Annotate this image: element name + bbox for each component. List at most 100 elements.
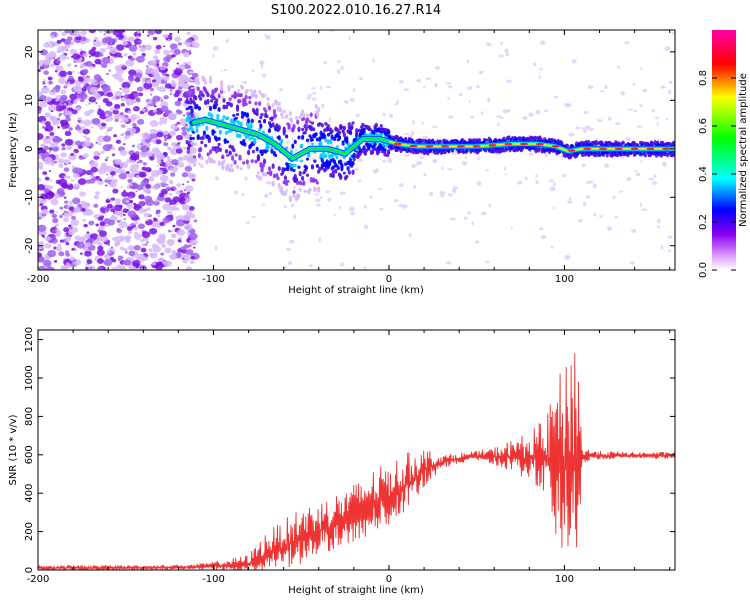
spectrogram-faint-blob xyxy=(398,204,403,208)
spectrogram-noise-blob xyxy=(72,206,81,214)
spectrogram-faint-blob xyxy=(220,69,223,72)
spectrogram-faint-blob xyxy=(325,85,332,89)
spectrogram-ridge-blob xyxy=(347,122,351,126)
spectrogram-ridge-blob xyxy=(339,174,343,179)
spectrogram-noise-blob xyxy=(88,30,96,34)
spectrogram-ridge-blob xyxy=(234,92,238,98)
spectrogram-noise-blob xyxy=(71,109,78,115)
spectrogram-faint-blob xyxy=(480,211,487,216)
spectrogram-ridge-blob xyxy=(255,111,259,117)
spectrogram-faint-blob xyxy=(244,176,248,182)
spectrogram-faint-blob xyxy=(325,190,331,194)
spectrogram-faint-blob xyxy=(336,69,341,74)
spectrogram-peak-spot xyxy=(583,147,592,151)
spectrogram-ridge-blob xyxy=(185,107,189,111)
spectrogram-noise-blob xyxy=(148,252,155,258)
spectrogram-ridge-blob xyxy=(208,105,213,112)
spectrogram-noise-blob xyxy=(53,160,58,164)
spectrogram-noise-blob xyxy=(177,156,184,162)
spectrogram-ridge-blob xyxy=(291,163,295,169)
spectrogram-faint-blob xyxy=(599,215,604,218)
spectrogram-faint-blob xyxy=(411,163,417,168)
spectrogram-ridge-blob xyxy=(350,126,354,130)
spectrogram-noise-blob xyxy=(51,213,58,219)
spectrogram-noise-blob xyxy=(74,64,77,67)
spectrogram-ridge-blob xyxy=(221,118,225,123)
spectrogram-faint-blob xyxy=(640,67,643,70)
spectrogram-noise-blob xyxy=(42,171,48,176)
spectrogram-ridge-blob xyxy=(316,106,321,113)
spectrogram-ridge-blob xyxy=(341,142,345,146)
spectrogram-faint-blob xyxy=(393,198,399,203)
spectrogram-noise-blob xyxy=(120,55,123,58)
spectrogram-noise-blob xyxy=(149,227,158,235)
spectrogram-faint-blob xyxy=(421,121,425,125)
spectrogram-noise-blob xyxy=(155,139,162,145)
spectrogram-ridge-blob xyxy=(249,88,253,93)
spectrogram-faint-blob xyxy=(470,115,474,119)
spectrogram-noise-blob xyxy=(118,159,122,163)
spectrogram-faint-blob xyxy=(554,95,559,99)
spectrogram-ytick-label: 10 xyxy=(24,94,35,107)
spectrogram-noise-blob xyxy=(48,51,57,58)
spectrogram-ridge-blob xyxy=(459,148,463,154)
spectrogram-noise-blob xyxy=(43,79,47,82)
spectrogram-ridge-blob xyxy=(189,99,193,105)
spectrogram-noise-blob xyxy=(89,161,99,169)
spectrogram-noise-blob xyxy=(105,119,109,123)
spectrogram-ridge-blob xyxy=(326,124,331,128)
spectrogram-noise-blob xyxy=(134,72,143,79)
spectrogram-ridge-blob xyxy=(203,99,208,106)
spectrogram-ridge-blob xyxy=(255,108,259,113)
spectrogram-noise-blob xyxy=(115,44,125,51)
spectrogram-ridge-blob xyxy=(253,89,257,94)
spectrogram-ridge-blob xyxy=(256,171,261,175)
spectrogram-ridge-blob xyxy=(309,125,313,130)
spectrogram-noise-blob xyxy=(77,55,81,58)
spectrogram-noise-blob xyxy=(49,131,55,136)
spectrogram-ridge-blob xyxy=(351,121,355,125)
spectrogram-faint-blob xyxy=(251,69,255,73)
spectrogram-noise-blob xyxy=(122,208,129,214)
spectrogram-noise-blob xyxy=(141,108,146,112)
spectrogram-faint-blob xyxy=(476,181,482,186)
spectrogram-faint-blob xyxy=(636,125,643,128)
spectrogram-noise-blob xyxy=(106,173,109,176)
spectrogram-ridge-blob xyxy=(385,143,389,149)
spectrogram-noise-blob xyxy=(52,218,59,224)
spectrogram-noise-blob xyxy=(112,216,118,221)
spectrogram-faint-blob xyxy=(412,119,415,125)
spectrogram-noise-blob xyxy=(45,96,53,102)
spectrogram-faint-blob xyxy=(581,127,586,130)
spectrogram-faint-blob xyxy=(516,180,523,185)
spectrogram-noise-blob xyxy=(118,221,128,229)
spectrogram-ridge-blob xyxy=(188,143,192,148)
spectrogram-noise-blob xyxy=(89,86,99,94)
spectrogram-noise-blob xyxy=(77,71,80,74)
spectrogram-heatmap xyxy=(38,30,675,270)
spectrogram-noise-blob xyxy=(45,87,50,91)
spectrogram-ridge-blob xyxy=(342,125,346,131)
spectrogram-ridge-blob xyxy=(299,144,303,147)
spectrogram-noise-blob xyxy=(163,142,169,147)
spectrogram-noise-blob xyxy=(150,93,153,96)
spectrogram-ridge-blob xyxy=(331,173,335,179)
spectrogram-noise-blob xyxy=(169,43,178,50)
spectrogram-noise-blob xyxy=(96,109,105,116)
spectrogram-faint-blob xyxy=(434,82,438,88)
spectrogram-ridge-blob xyxy=(197,153,202,159)
spectrogram-faint-blob xyxy=(307,93,313,97)
spectrogram-ridge-blob xyxy=(231,84,235,88)
spectrogram-noise-blob xyxy=(97,242,103,247)
spectrogram-noise-blob xyxy=(176,229,186,236)
snr-ytick-label: 600 xyxy=(24,445,35,464)
spectrogram-noise-blob xyxy=(93,195,99,200)
spectrogram-ridge-blob xyxy=(254,159,258,164)
spectrogram-noise-blob xyxy=(59,96,67,103)
spectrogram-faint-blob xyxy=(538,74,541,80)
spectrogram-peak-spot xyxy=(504,142,513,146)
spectrogram-noise-blob xyxy=(38,69,41,73)
spectrogram-noise-blob xyxy=(89,266,93,270)
spectrogram-ridge-blob xyxy=(289,117,294,124)
spectrogram-ridge-blob xyxy=(312,127,316,132)
